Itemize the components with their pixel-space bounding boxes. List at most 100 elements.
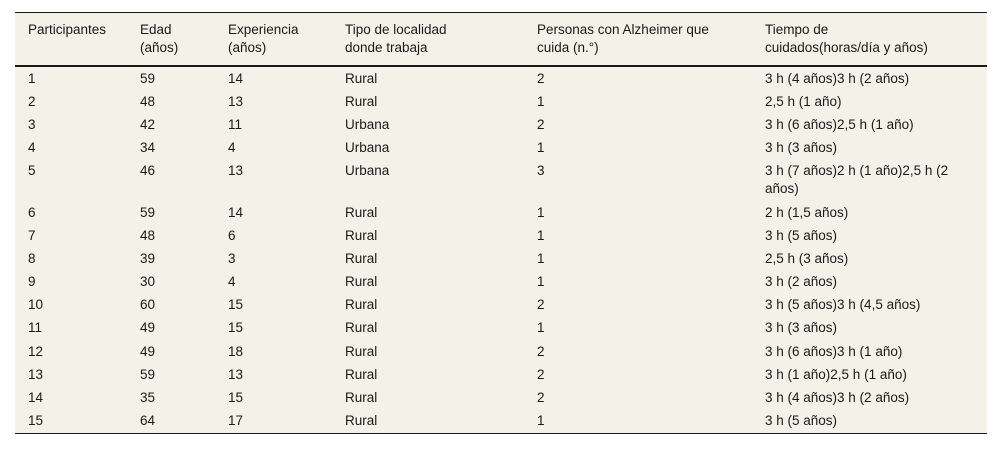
cell-edad: 49 [140, 320, 156, 336]
cell-localidad: Urbana [345, 140, 390, 156]
table-body: 1 59 14 Rural 2 3 h (4 años)3 h (2 años)… [15, 66, 987, 433]
cell-localidad: Urbana [345, 116, 390, 132]
table-row: 8 39 3 Rural 1 2,5 h (3 años) [15, 247, 987, 270]
cell-localidad: Rural [345, 70, 378, 86]
cell-experiencia: 6 [228, 227, 236, 243]
cell-edad: 42 [140, 116, 156, 132]
cell-participante: 6 [28, 204, 36, 220]
cell-participante: 10 [28, 297, 44, 313]
cell-edad: 30 [140, 274, 156, 290]
cell-participante: 9 [28, 274, 36, 290]
cell-personas: 1 [537, 204, 545, 220]
cell-localidad: Rural [345, 413, 378, 429]
participants-table-container: Participantes Edad (años) Experiencia (a… [15, 12, 987, 434]
cell-localidad: Rural [345, 93, 378, 109]
cell-personas: 2 [537, 390, 545, 406]
cell-personas: 1 [537, 413, 545, 429]
cell-tiempo: 3 h (5 años) [765, 227, 838, 243]
cell-edad: 59 [140, 70, 156, 86]
cell-edad: 48 [140, 93, 156, 109]
table-row: 15 64 17 Rural 1 3 h (5 años) [15, 410, 987, 434]
table-row: 13 59 13 Rural 2 3 h (1 año)2,5 h (1 año… [15, 363, 987, 386]
cell-participante: 5 [28, 163, 36, 179]
cell-edad: 35 [140, 390, 156, 406]
cell-localidad: Rural [345, 250, 378, 266]
header-experiencia: Experiencia (años) [228, 22, 299, 55]
cell-tiempo: 3 h (3 años) [765, 140, 838, 156]
cell-experiencia: 15 [228, 297, 244, 313]
table-row: 3 42 11 Urbana 2 3 h (6 años)2,5 h (1 añ… [15, 113, 987, 136]
cell-personas: 1 [537, 227, 545, 243]
cell-personas: 2 [537, 366, 545, 382]
cell-localidad: Rural [345, 274, 378, 290]
cell-participante: 3 [28, 116, 36, 132]
table-row: 14 35 15 Rural 2 3 h (4 años)3 h (2 años… [15, 386, 987, 409]
cell-edad: 46 [140, 163, 156, 179]
cell-personas: 2 [537, 297, 545, 313]
cell-tiempo: 3 h (5 años)3 h (4,5 años) [765, 297, 921, 313]
cell-edad: 59 [140, 366, 156, 382]
cell-edad: 49 [140, 343, 156, 359]
cell-tiempo: 2,5 h (1 año) [765, 93, 842, 109]
cell-localidad: Rural [345, 227, 378, 243]
cell-participante: 12 [28, 343, 44, 359]
cell-tiempo: 2,5 h (3 años) [765, 250, 849, 266]
table-row: 9 30 4 Rural 1 3 h (2 años) [15, 271, 987, 294]
cell-personas: 3 [537, 163, 545, 179]
cell-localidad: Rural [345, 343, 378, 359]
cell-tiempo: 3 h (1 año)2,5 h (1 año) [765, 366, 907, 382]
table-row: 11 49 15 Rural 1 3 h (3 años) [15, 317, 987, 340]
cell-experiencia: 4 [228, 274, 236, 290]
cell-experiencia: 14 [228, 70, 244, 86]
table-row: 4 34 4 Urbana 1 3 h (3 años) [15, 137, 987, 160]
cell-participante: 8 [28, 250, 36, 266]
cell-experiencia: 4 [228, 140, 236, 156]
header-participantes: Participantes [28, 22, 107, 37]
cell-experiencia: 15 [228, 320, 244, 336]
cell-participante: 4 [28, 140, 36, 156]
cell-localidad: Rural [345, 390, 378, 406]
cell-experiencia: 15 [228, 390, 244, 406]
cell-tiempo: 3 h (4 años)3 h (2 años) [765, 390, 910, 406]
table-row: 2 48 13 Rural 1 2,5 h (1 año) [15, 90, 987, 113]
participants-table: Participantes Edad (años) Experiencia (a… [15, 12, 987, 434]
cell-edad: 59 [140, 204, 156, 220]
cell-personas: 2 [537, 70, 545, 86]
header-row: Participantes Edad (años) Experiencia (a… [15, 13, 987, 66]
cell-participante: 11 [28, 320, 43, 336]
cell-tiempo: 3 h (7 años)2 h (1 año)2,5 h (2 años) [765, 163, 949, 197]
cell-tiempo: 3 h (2 años) [765, 274, 838, 290]
cell-participante: 13 [28, 366, 44, 382]
cell-localidad: Rural [345, 297, 378, 313]
table-row: 7 48 6 Rural 1 3 h (5 años) [15, 224, 987, 247]
table-row: 5 46 13 Urbana 3 3 h (7 años)2 h (1 año)… [15, 160, 987, 201]
cell-personas: 1 [537, 93, 545, 109]
cell-participante: 15 [28, 413, 44, 429]
table-row: 12 49 18 Rural 2 3 h (6 años)3 h (1 año) [15, 340, 987, 363]
header-edad: Edad (años) [140, 22, 179, 55]
cell-personas: 1 [537, 140, 545, 156]
cell-participante: 2 [28, 93, 36, 109]
cell-edad: 34 [140, 140, 156, 156]
cell-tiempo: 3 h (6 años)3 h (1 año) [765, 343, 903, 359]
cell-experiencia: 17 [228, 413, 244, 429]
cell-participante: 14 [28, 390, 44, 406]
table-row: 10 60 15 Rural 2 3 h (5 años)3 h (4,5 añ… [15, 294, 987, 317]
header-personas-alzheimer: Personas con Alzheimer que cuida (n.°) [537, 22, 709, 55]
cell-tiempo: 3 h (3 años) [765, 320, 838, 336]
cell-personas: 2 [537, 116, 545, 132]
cell-experiencia: 13 [228, 163, 244, 179]
cell-tiempo: 3 h (5 años) [765, 413, 838, 429]
cell-experiencia: 13 [228, 93, 244, 109]
cell-tiempo: 3 h (6 años)2,5 h (1 año) [765, 116, 914, 132]
header-tipo-localidad: Tipo de localidad donde trabaja [345, 22, 447, 55]
cell-experiencia: 14 [228, 204, 244, 220]
cell-edad: 64 [140, 413, 156, 429]
cell-personas: 2 [537, 343, 545, 359]
cell-personas: 1 [537, 250, 545, 266]
cell-edad: 48 [140, 227, 156, 243]
cell-localidad: Rural [345, 320, 378, 336]
cell-personas: 1 [537, 320, 545, 336]
cell-participante: 1 [28, 70, 36, 86]
cell-experiencia: 13 [228, 366, 244, 382]
